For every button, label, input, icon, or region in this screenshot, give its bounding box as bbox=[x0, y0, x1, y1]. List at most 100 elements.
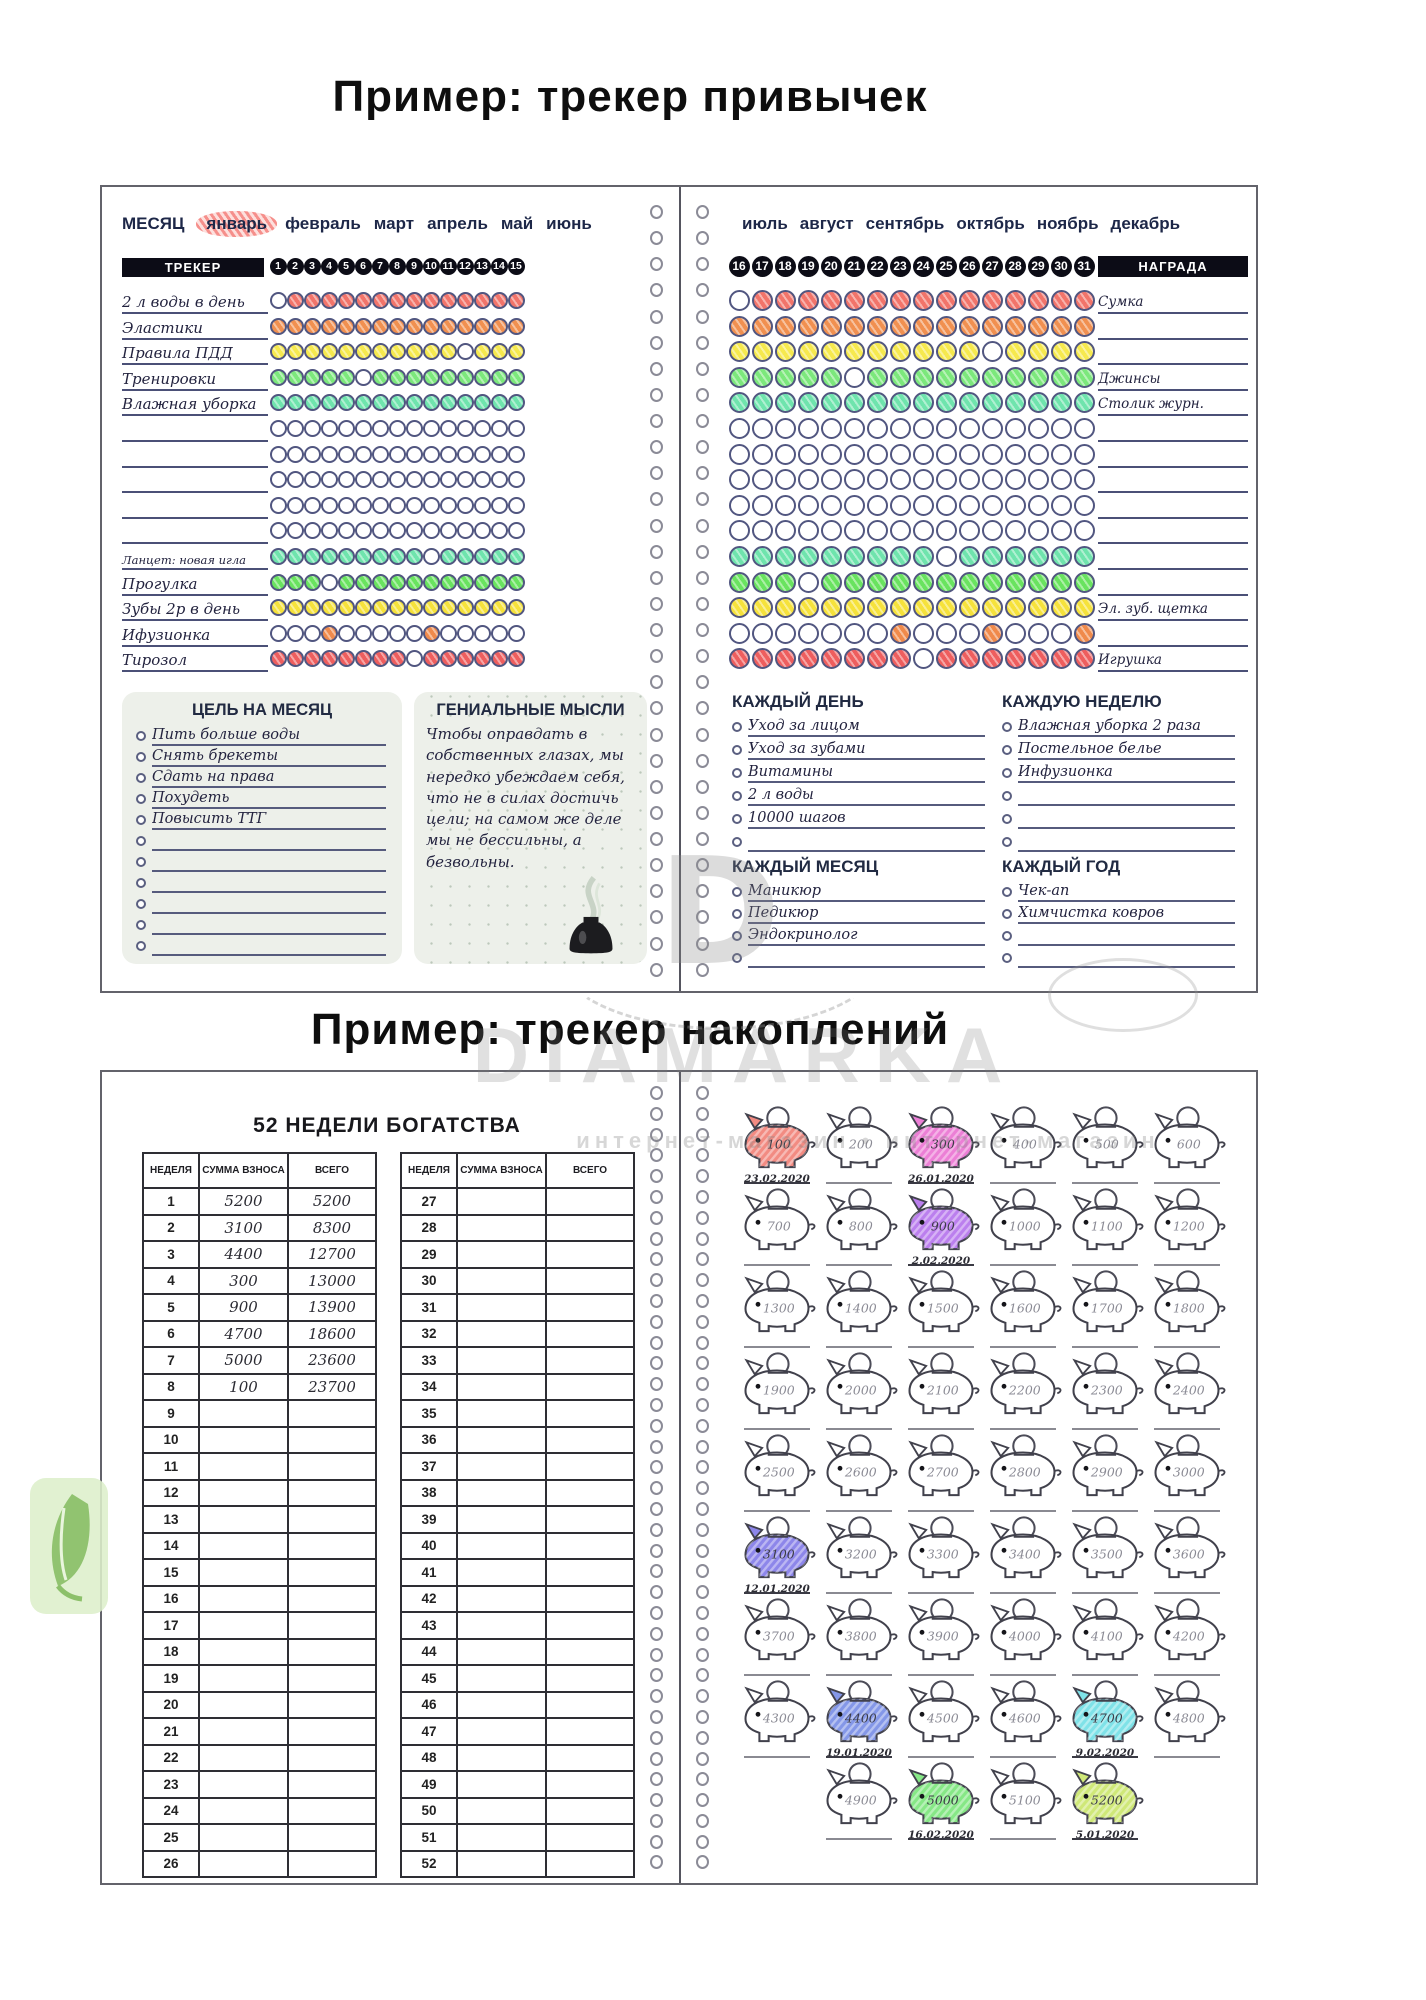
day-number-18: 18 bbox=[774, 256, 796, 277]
habit-circle bbox=[1027, 341, 1049, 363]
reward-label: Столик журн. bbox=[1098, 391, 1248, 417]
svg-text:4500: 4500 bbox=[926, 1711, 959, 1726]
habit-circle bbox=[354, 548, 372, 565]
section-item-text bbox=[1018, 946, 1235, 968]
habit-circle bbox=[286, 420, 304, 437]
spiral-hole bbox=[696, 1148, 709, 1163]
habit-circle bbox=[507, 445, 525, 463]
habit-label bbox=[122, 417, 268, 442]
week-number: 26 bbox=[142, 1849, 200, 1878]
habit-circle bbox=[843, 392, 865, 414]
week-number: 25 bbox=[142, 1823, 200, 1852]
day-number-1: 1 bbox=[269, 258, 287, 275]
spiral-hole bbox=[650, 1605, 663, 1620]
pig-date-line bbox=[1072, 1415, 1138, 1430]
total-value bbox=[287, 1558, 377, 1587]
habit-circle bbox=[981, 546, 1003, 567]
habit-circle bbox=[751, 290, 773, 311]
section-item bbox=[732, 830, 987, 853]
spiral-hole bbox=[696, 1605, 709, 1620]
spiral-hole bbox=[696, 1709, 709, 1724]
svg-text:4800: 4800 bbox=[1172, 1711, 1205, 1726]
goal-item: Похудеть bbox=[136, 787, 388, 809]
spiral-holes-right bbox=[696, 1086, 710, 1870]
habit-circle bbox=[866, 571, 888, 593]
habit-circle bbox=[820, 290, 842, 311]
piggy-bank-icon: 400 bbox=[990, 1106, 1062, 1169]
habit-rows-right-page: Сумка Джинсы Столик журн. Эл. зуб. щетка Игр… bbox=[102, 187, 1256, 991]
spiral-hole bbox=[650, 1626, 663, 1641]
total-value: 13900 bbox=[287, 1293, 377, 1322]
habit-circle bbox=[958, 546, 980, 567]
checkbox-circle-icon bbox=[732, 909, 742, 919]
pig-date-line bbox=[826, 1497, 892, 1512]
spiral-hole bbox=[650, 962, 663, 977]
ideas-box-text: Чтобы оправдать в собственных глазах, мы… bbox=[426, 725, 625, 871]
habit-circle bbox=[422, 445, 440, 463]
deposit-value bbox=[198, 1770, 289, 1799]
piggy-bank-icon: 4700 bbox=[1072, 1680, 1144, 1743]
spiral-hole bbox=[696, 1106, 709, 1121]
checkbox-circle-icon bbox=[136, 836, 146, 846]
habit-circle bbox=[820, 494, 842, 516]
habit-circle bbox=[405, 599, 423, 617]
habit-circle bbox=[751, 622, 773, 644]
habit-circle bbox=[422, 343, 440, 361]
month-август: август bbox=[799, 214, 854, 233]
spiral-hole bbox=[650, 858, 663, 873]
habit-circle bbox=[1027, 520, 1049, 542]
checkbox-circle-icon bbox=[136, 878, 146, 888]
habit-circle bbox=[751, 315, 773, 337]
spiral-hole bbox=[650, 1709, 663, 1724]
habit-circle bbox=[422, 420, 440, 437]
spiral-hole bbox=[650, 832, 663, 846]
checkbox-circle-icon bbox=[732, 791, 742, 801]
reward-label bbox=[1098, 494, 1248, 519]
goal-item: Повысить ТТГ bbox=[136, 808, 388, 830]
checkbox-circle-icon bbox=[1002, 791, 1012, 801]
habit-circle bbox=[797, 366, 819, 388]
habit-circle bbox=[797, 469, 819, 491]
habit-circle bbox=[439, 496, 457, 514]
spiral-hole bbox=[696, 1772, 709, 1787]
habit-circle bbox=[473, 471, 491, 489]
svg-text:4000: 4000 bbox=[1008, 1629, 1041, 1644]
piggy-bank-2900: 2900 bbox=[1063, 1434, 1147, 1512]
habit-circle bbox=[388, 317, 406, 335]
habit-circle bbox=[751, 520, 773, 542]
habit-circle bbox=[456, 522, 474, 540]
habit-circle bbox=[507, 368, 525, 386]
svg-text:1900: 1900 bbox=[763, 1383, 795, 1398]
checkbox-circle-icon bbox=[1002, 931, 1012, 941]
checkbox-circle-icon bbox=[136, 731, 146, 741]
habit-circle bbox=[981, 469, 1003, 491]
month-январь: январь bbox=[196, 211, 278, 237]
habit-circle bbox=[1004, 392, 1026, 414]
piggy-bank-icon: 200 bbox=[826, 1106, 898, 1169]
habit-circle bbox=[422, 292, 440, 309]
piggy-bank-2000: 2000 bbox=[817, 1352, 901, 1430]
goal-text bbox=[152, 934, 386, 956]
habit-circle bbox=[820, 341, 842, 363]
total-value bbox=[287, 1505, 377, 1534]
habit-circle bbox=[303, 522, 321, 540]
spiral-hole bbox=[696, 858, 709, 873]
piggy-bank-2400: 2400 bbox=[1145, 1352, 1229, 1430]
goal-item bbox=[136, 934, 388, 956]
week-row: 4 300 13000 bbox=[142, 1266, 377, 1295]
habit-circle bbox=[843, 597, 865, 619]
svg-text:4700: 4700 bbox=[1090, 1711, 1123, 1726]
spiral-hole bbox=[650, 231, 663, 246]
habit-circle bbox=[774, 290, 796, 311]
svg-text:100: 100 bbox=[767, 1137, 791, 1152]
spiral-hole bbox=[650, 387, 663, 402]
habit-circle bbox=[269, 573, 287, 591]
habit-circle bbox=[371, 343, 389, 361]
habit-circle bbox=[405, 343, 423, 361]
pig-date-line bbox=[1154, 1333, 1220, 1348]
habit-circle bbox=[1027, 648, 1049, 670]
habit-circle bbox=[797, 443, 819, 465]
spiral-hole bbox=[650, 1106, 663, 1121]
spiral-hole bbox=[696, 1647, 709, 1662]
goal-text: Сдать на права bbox=[152, 766, 386, 788]
